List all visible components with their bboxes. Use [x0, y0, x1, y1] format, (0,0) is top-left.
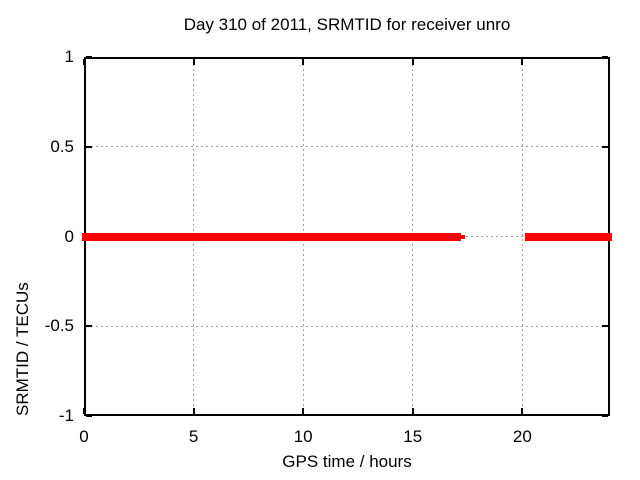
x-tick-mark-bottom — [521, 408, 524, 414]
y-tick-label: -0.5 — [44, 316, 74, 336]
x-tick-mark-top — [411, 59, 414, 65]
x-tick-mark-top — [192, 59, 195, 65]
data-series-segment — [459, 234, 466, 239]
x-tick-mark-bottom — [192, 408, 195, 414]
y-tick-mark-right — [602, 56, 608, 58]
x-tick-mark-top — [83, 59, 85, 65]
y-tick-mark-right — [602, 145, 608, 148]
y-tick-mark-right — [602, 325, 608, 328]
x-tick-label: 20 — [512, 427, 532, 446]
x-axis-label: GPS time / hours — [282, 452, 412, 471]
x-tick-mark-top — [521, 59, 524, 65]
x-tick-label: 5 — [188, 427, 199, 446]
y-tick-label: 1 — [64, 47, 74, 66]
x-tick-label: 0 — [79, 427, 89, 446]
y-tick-label: 0.5 — [50, 136, 74, 156]
y-tick-label: -1 — [58, 406, 74, 425]
y-tick-mark-right — [602, 415, 608, 417]
chart-title: Day 310 of 2011, SRMTID for receiver unr… — [183, 15, 511, 34]
y-tick-mark-left — [86, 145, 92, 148]
data-series-segment — [524, 232, 612, 241]
x-tick-mark-top — [302, 59, 305, 65]
x-tick-mark-bottom — [411, 408, 414, 414]
y-tick-mark-left — [86, 325, 92, 328]
x-tick-label: 15 — [403, 427, 423, 446]
x-tick-mark-bottom — [83, 408, 85, 414]
y-gridline — [86, 325, 608, 327]
x-tick-label: 10 — [293, 427, 313, 446]
x-tick-mark-bottom — [302, 408, 305, 414]
y-tick-mark-left — [86, 56, 92, 58]
y-gridline — [86, 146, 608, 148]
data-series-segment — [82, 232, 461, 241]
y-tick-mark-left — [86, 415, 92, 417]
y-tick-label: 0 — [64, 226, 74, 246]
